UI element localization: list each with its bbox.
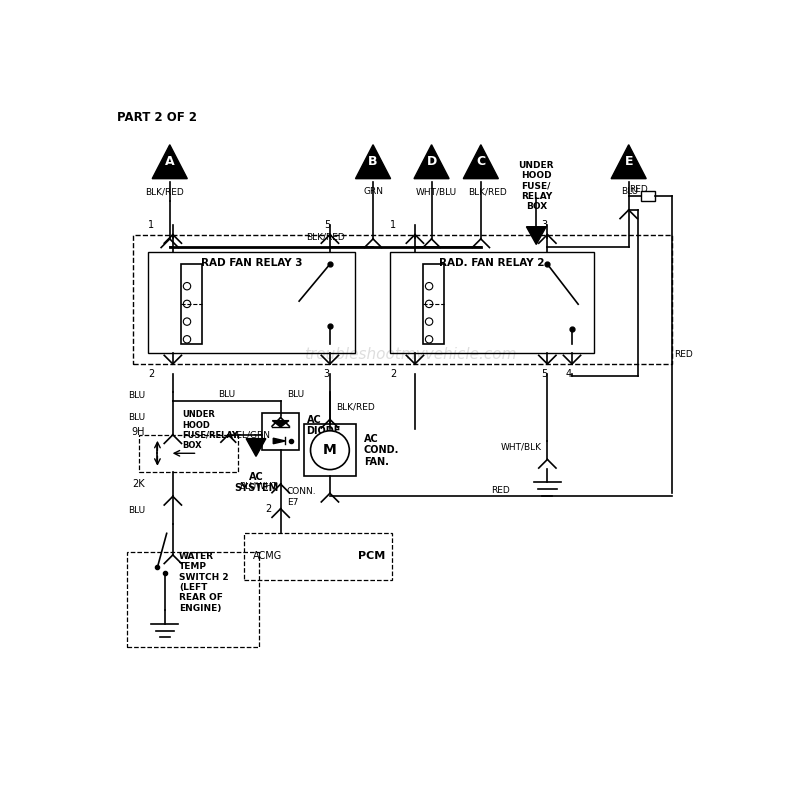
Polygon shape (355, 145, 390, 178)
Text: 3: 3 (542, 220, 547, 230)
Text: 1: 1 (390, 220, 397, 230)
Text: RED: RED (674, 350, 692, 359)
Text: C: C (476, 154, 486, 168)
Bar (262, 414, 299, 450)
Text: UNDER
HOOD
FUSE/
RELAY
BOX: UNDER HOOD FUSE/ RELAY BOX (518, 161, 554, 211)
Text: A: A (165, 154, 174, 168)
Bar (181, 264, 202, 344)
Bar (133, 234, 672, 364)
Bar (641, 191, 654, 201)
Text: M: M (323, 443, 337, 457)
Bar (139, 435, 238, 472)
Text: AC
COND.
FAN.: AC COND. FAN. (364, 434, 399, 467)
Bar (244, 534, 391, 579)
Polygon shape (152, 145, 187, 178)
Text: 2: 2 (148, 369, 154, 379)
Text: RED: RED (491, 486, 510, 494)
Text: 9H: 9H (132, 426, 145, 437)
Text: D: D (426, 154, 437, 168)
Text: 2K: 2K (133, 479, 145, 489)
Text: B: B (368, 154, 378, 168)
Text: BLU: BLU (128, 506, 145, 515)
Text: WHT/BLK: WHT/BLK (500, 442, 542, 452)
Polygon shape (274, 438, 286, 444)
Text: YEL/GRN: YEL/GRN (231, 430, 270, 439)
Text: RED: RED (629, 185, 647, 194)
Text: PCM: PCM (358, 551, 386, 562)
Text: WHT/BLU: WHT/BLU (416, 187, 458, 196)
Bar (148, 252, 354, 354)
Text: AC
SYSTEM: AC SYSTEM (234, 472, 278, 494)
Text: troubleshootmyvehicle.com: troubleshootmyvehicle.com (304, 347, 516, 362)
Circle shape (310, 430, 350, 470)
Text: AC
DIODE: AC DIODE (306, 414, 341, 436)
Text: BLK/RED: BLK/RED (336, 402, 375, 411)
Text: RAD FAN RELAY 3: RAD FAN RELAY 3 (201, 258, 302, 268)
Text: 3: 3 (324, 369, 330, 379)
Text: WATER
TEMP
SWITCH 2
(LEFT
REAR OF
ENGINE): WATER TEMP SWITCH 2 (LEFT REAR OF ENGINE… (179, 552, 229, 613)
Polygon shape (246, 438, 266, 456)
Text: 4: 4 (566, 369, 572, 379)
Polygon shape (611, 145, 646, 178)
Text: BLK/RED: BLK/RED (469, 187, 507, 196)
Text: BLK/RED: BLK/RED (145, 187, 184, 196)
Polygon shape (414, 145, 449, 178)
Text: BLU: BLU (286, 390, 304, 399)
Bar (422, 264, 444, 344)
Text: ACMG: ACMG (253, 551, 282, 562)
Text: 2: 2 (265, 504, 271, 514)
Text: CONN.
E7: CONN. E7 (286, 487, 317, 506)
Text: GRN: GRN (364, 187, 384, 196)
Polygon shape (272, 421, 289, 427)
Bar (390, 252, 594, 354)
Text: BLU: BLU (128, 413, 145, 422)
Text: BLU: BLU (128, 391, 145, 400)
Text: E: E (625, 154, 633, 168)
Text: BLU: BLU (622, 187, 638, 196)
Text: 5: 5 (324, 220, 330, 230)
Bar (126, 552, 259, 647)
Text: BLK/RED: BLK/RED (306, 233, 345, 242)
Text: RAD. FAN RELAY 2: RAD. FAN RELAY 2 (439, 258, 545, 268)
Polygon shape (463, 145, 498, 178)
Text: 1: 1 (148, 220, 154, 230)
Polygon shape (526, 226, 546, 245)
Text: 2: 2 (390, 369, 397, 379)
Text: BLUWHT: BLUWHT (239, 482, 278, 491)
Bar (304, 424, 356, 476)
Text: 5: 5 (542, 369, 547, 379)
Text: PART 2 OF 2: PART 2 OF 2 (118, 111, 198, 124)
Text: BLU: BLU (218, 390, 235, 399)
Text: UNDER
HOOD
FUSE/RELAY
BOX: UNDER HOOD FUSE/RELAY BOX (182, 410, 238, 450)
